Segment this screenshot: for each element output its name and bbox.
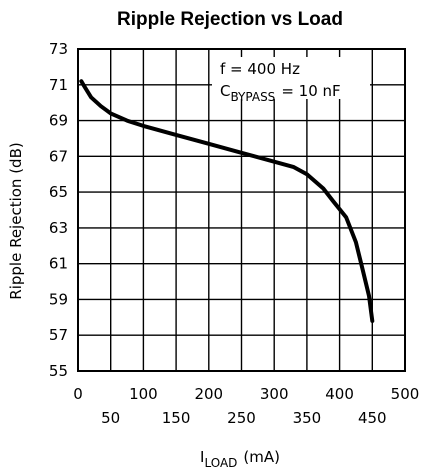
x-axis-label-unit: (mA) bbox=[243, 448, 280, 466]
x-axis-label-sub: LOAD bbox=[204, 456, 237, 470]
y-tick-label: 63 bbox=[49, 219, 68, 237]
annotation-cbypass: CBYPASS = 10 nF bbox=[220, 82, 341, 104]
x-tick-label: 150 bbox=[162, 409, 191, 427]
y-tick-label: 65 bbox=[49, 183, 68, 201]
plot-frame bbox=[77, 48, 406, 372]
x-tick-label: 200 bbox=[194, 385, 223, 403]
y-tick-label: 71 bbox=[49, 76, 68, 94]
annotation-background bbox=[212, 57, 370, 99]
y-tick-label: 69 bbox=[49, 112, 68, 130]
x-tick-labels: 0 100 200 300 400 500 50 150 250 350 450 bbox=[73, 385, 419, 427]
y-tick-label: 57 bbox=[49, 326, 68, 344]
y-tick-label: 59 bbox=[49, 290, 68, 308]
y-tick-label: 67 bbox=[49, 147, 68, 165]
series-line bbox=[79, 79, 375, 323]
x-tick-label: 500 bbox=[391, 385, 420, 403]
x-tick-label: 400 bbox=[325, 385, 354, 403]
annotation-cbypass-sub: BYPASS bbox=[230, 90, 275, 104]
x-tick-label: 350 bbox=[293, 409, 322, 427]
x-tick-label: 100 bbox=[129, 385, 158, 403]
y-tick-label: 73 bbox=[49, 40, 68, 58]
x-tick-label: 0 bbox=[73, 385, 83, 403]
x-tick-label: 250 bbox=[227, 409, 256, 427]
annotation-frequency: f = 400 Hz bbox=[220, 60, 300, 78]
x-tick-label: 50 bbox=[101, 409, 120, 427]
x-axis-label-main: I bbox=[200, 448, 204, 466]
y-tick-label: 61 bbox=[49, 255, 68, 273]
y-tick-labels: 73 71 69 67 65 63 61 59 57 55 bbox=[49, 40, 68, 380]
x-tick-label: 450 bbox=[358, 409, 387, 427]
y-tick-label: 55 bbox=[49, 362, 68, 380]
annotation-cbypass-value: = 10 nF bbox=[281, 82, 340, 100]
chart-title: Ripple Rejection vs Load bbox=[117, 9, 343, 30]
x-tick-label: 300 bbox=[260, 385, 289, 403]
annotation-box: f = 400 Hz CBYPASS = 10 nF bbox=[212, 57, 370, 104]
x-axis-label: ILOAD (mA) bbox=[200, 448, 280, 470]
y-axis-label: Ripple Rejection (dB) bbox=[7, 142, 25, 299]
annotation-cbypass-main: C bbox=[220, 82, 230, 100]
